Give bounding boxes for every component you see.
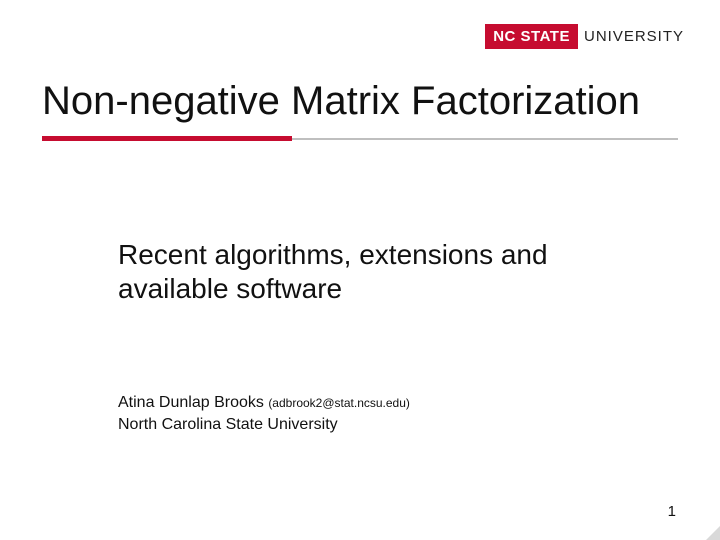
author-line: Atina Dunlap Brooks (adbrook2@stat.ncsu.… (118, 394, 410, 412)
author-name: Atina Dunlap Brooks (118, 394, 264, 411)
corner-fold-icon (706, 526, 720, 540)
page-number: 1 (668, 503, 676, 520)
subtitle-block: Recent algorithms, extensions and availa… (118, 238, 660, 305)
author-block: Atina Dunlap Brooks (adbrook2@stat.ncsu.… (118, 394, 410, 434)
author-affiliation: North Carolina State University (118, 416, 410, 434)
rule-accent (42, 136, 292, 141)
title-rule (42, 136, 678, 144)
title-block: Non-negative Matrix Factorization (42, 78, 678, 144)
slide-subtitle: Recent algorithms, extensions and availa… (118, 238, 660, 305)
logo-badge: NC STATE (485, 24, 578, 49)
university-logo: NC STATE UNIVERSITY (485, 24, 684, 49)
author-email: (adbrook2@stat.ncsu.edu) (268, 396, 410, 410)
slide-title: Non-negative Matrix Factorization (42, 78, 678, 124)
logo-suffix: UNIVERSITY (584, 28, 684, 45)
